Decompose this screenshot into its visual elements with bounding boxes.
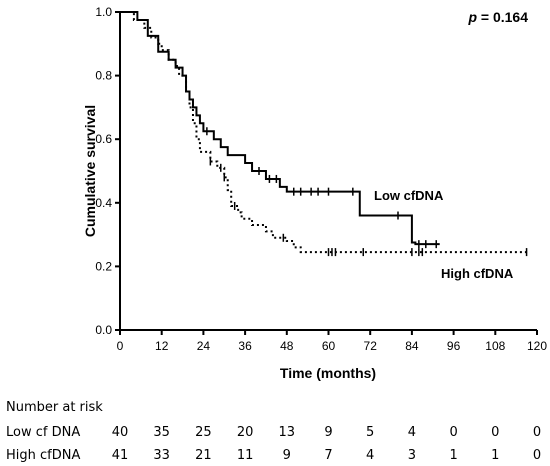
risk-cell: 4	[366, 448, 375, 463]
risk-cell: 0	[449, 425, 458, 440]
y-tick-label: 0.6	[95, 132, 112, 146]
risk-cell: 7	[324, 448, 333, 463]
risk-table-title: Number at risk	[6, 400, 103, 415]
risk-cell: 1	[449, 448, 458, 463]
x-axis-title: Time (months)	[280, 365, 376, 381]
x-tick-label: 120	[527, 339, 547, 353]
risk-cell: 1	[491, 448, 500, 463]
p-value-annotation: p = 0.164	[467, 9, 528, 25]
y-tick-label: 0.0	[95, 323, 112, 337]
p-value-rest: = 0.164	[477, 9, 528, 25]
chart-axes: 0 12 24 36 48 60 72 84 96 108 120 0.0 0.2 0.4 0.6 0.8 1.…	[95, 5, 547, 353]
x-tick-label: 96	[447, 339, 461, 353]
risk-cell: 9	[282, 448, 291, 463]
risk-cell: 21	[195, 448, 212, 463]
risk-cell: 5	[366, 425, 375, 440]
x-tick-label: 60	[322, 339, 336, 353]
y-tick-label: 1.0	[95, 5, 112, 19]
risk-cell: 0	[532, 425, 542, 440]
risk-cell: 0	[491, 425, 500, 440]
risk-cell: 41	[111, 448, 129, 463]
series-line-low-cfdna	[120, 11, 440, 246]
x-tick-label: 84	[405, 339, 419, 353]
legend-label-low-cfdna: Low cfDNA	[374, 188, 444, 203]
risk-row-label: Low cf DNA	[6, 425, 81, 440]
risk-row-label: High cfDNA	[6, 448, 81, 463]
risk-cell: 40	[111, 425, 129, 440]
y-tick-label: 0.8	[95, 69, 112, 83]
y-tick-label: 0.2	[95, 259, 112, 273]
series-line-high-cfdna	[120, 11, 527, 254]
risk-cell: 9	[324, 425, 333, 440]
x-tick-label: 72	[364, 339, 378, 353]
survival-chart: 0 12 24 36 48 60 72 84 96 108 120 0.0 0.2 0.4 0.6 0.8 1.…	[82, 5, 547, 381]
y-tick-label: 0.4	[95, 196, 112, 210]
risk-cell: 35	[153, 425, 170, 440]
risk-cell: 33	[153, 448, 170, 463]
x-tick-label: 0	[117, 339, 124, 353]
x-tick-label: 108	[485, 339, 505, 353]
x-tick-label: 36	[238, 339, 252, 353]
y-axis-title: Cumulative survival	[82, 105, 98, 237]
risk-cell: 0	[532, 448, 542, 463]
risk-cell: 25	[195, 425, 212, 440]
risk-cell: 3	[407, 448, 417, 463]
p-value-symbol: p	[467, 9, 477, 25]
risk-cell: 13	[278, 425, 296, 440]
x-tick-label: 24	[197, 339, 211, 353]
risk-cell: 4	[407, 425, 417, 440]
legend-label-high-cfdna: High cfDNA	[441, 266, 514, 281]
chart-series	[120, 11, 528, 257]
risk-cell: 11	[236, 448, 254, 463]
x-tick-label: 48	[280, 339, 294, 353]
risk-cell: 20	[236, 425, 254, 440]
x-tick-label: 12	[155, 339, 169, 353]
